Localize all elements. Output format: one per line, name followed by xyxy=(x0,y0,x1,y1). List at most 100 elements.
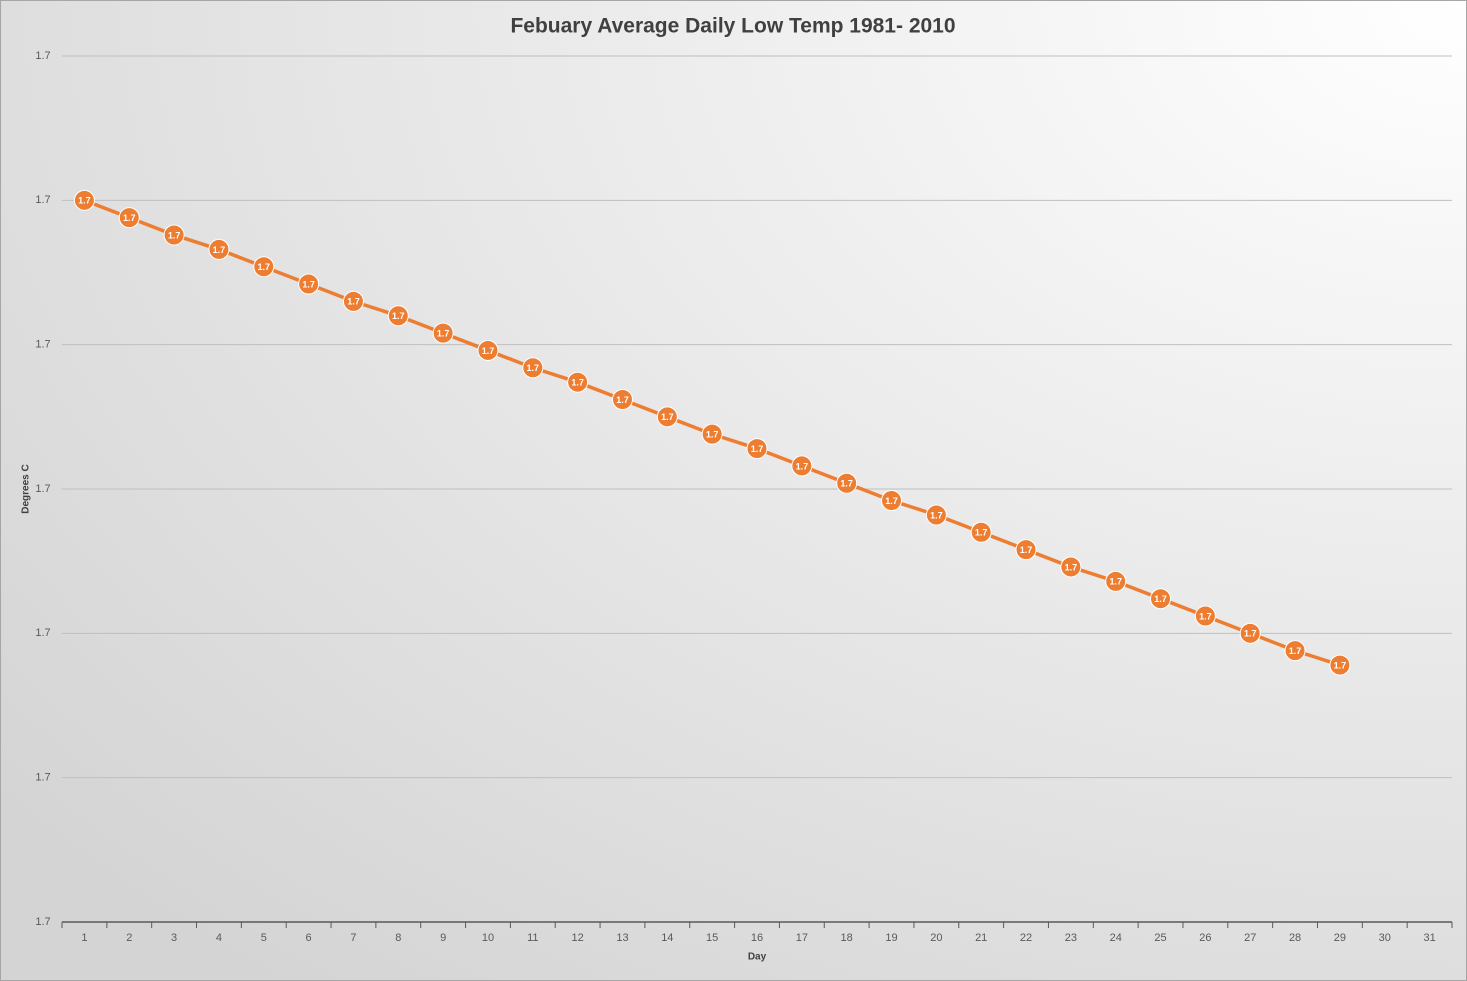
x-tick-label: 10 xyxy=(482,932,494,944)
data-point xyxy=(1284,640,1306,662)
data-label: 1.7 xyxy=(302,279,315,289)
data-label: 1.7 xyxy=(1334,660,1347,670)
x-tick-label: 5 xyxy=(261,932,267,944)
data-point xyxy=(746,438,768,460)
data-label: 1.7 xyxy=(347,297,360,307)
data-label: 1.7 xyxy=(796,461,809,471)
y-tick-label: 1.7 xyxy=(35,627,50,639)
y-tick-label: 1.7 xyxy=(35,339,50,351)
data-label: 1.7 xyxy=(258,262,271,272)
data-label: 1.7 xyxy=(123,213,136,223)
data-label: 1.7 xyxy=(213,245,226,255)
data-point xyxy=(73,189,95,211)
y-tick-label: 1.7 xyxy=(35,483,50,495)
data-label: 1.7 xyxy=(840,479,853,489)
x-tick-label: 8 xyxy=(395,932,401,944)
data-label: 1.7 xyxy=(661,412,674,422)
data-label: 1.7 xyxy=(975,528,988,538)
data-point xyxy=(881,490,903,512)
x-tick-label: 27 xyxy=(1244,932,1256,944)
x-tick-label: 13 xyxy=(616,932,628,944)
x-tick-label: 19 xyxy=(885,932,897,944)
data-point xyxy=(1239,622,1261,644)
data-point xyxy=(611,389,633,411)
data-point xyxy=(432,322,454,344)
data-point xyxy=(1194,605,1216,627)
data-point xyxy=(477,339,499,361)
data-label: 1.7 xyxy=(1154,594,1167,604)
data-point xyxy=(567,371,589,393)
x-tick-label: 21 xyxy=(975,932,987,944)
data-label: 1.7 xyxy=(1244,629,1257,639)
x-tick-label: 18 xyxy=(841,932,853,944)
y-tick-label: 1.7 xyxy=(35,772,50,784)
x-tick-label: 30 xyxy=(1379,932,1391,944)
x-tick-label: 26 xyxy=(1199,932,1211,944)
data-label: 1.7 xyxy=(1289,646,1302,656)
x-tick-label: 20 xyxy=(930,932,942,944)
x-tick-label: 16 xyxy=(751,932,763,944)
y-axis-label: Degrees C xyxy=(21,464,32,513)
x-tick-label: 7 xyxy=(350,932,356,944)
data-label: 1.7 xyxy=(1109,577,1122,587)
y-tick-label: 1.7 xyxy=(35,50,50,62)
x-tick-label: 15 xyxy=(706,932,718,944)
x-tick-label: 1 xyxy=(81,932,87,944)
data-point xyxy=(163,224,185,246)
data-point xyxy=(791,455,813,477)
x-tick-label: 11 xyxy=(527,932,538,944)
x-tick-label: 28 xyxy=(1289,932,1301,944)
x-tick-label: 24 xyxy=(1110,932,1122,944)
x-axis-label: Day xyxy=(748,952,767,963)
data-label: 1.7 xyxy=(1020,545,1033,555)
data-point xyxy=(656,406,678,428)
x-tick-label: 22 xyxy=(1020,932,1032,944)
data-point xyxy=(925,504,947,526)
data-point xyxy=(836,472,858,494)
data-point xyxy=(522,357,544,379)
data-label: 1.7 xyxy=(885,496,898,506)
data-label: 1.7 xyxy=(78,196,91,206)
y-tick-label: 1.7 xyxy=(35,916,50,928)
data-label: 1.7 xyxy=(482,346,495,356)
x-tick-label: 4 xyxy=(216,932,222,944)
data-label: 1.7 xyxy=(392,311,405,321)
x-tick-label: 31 xyxy=(1423,932,1435,944)
x-tick-label: 25 xyxy=(1154,932,1166,944)
data-label: 1.7 xyxy=(616,395,629,405)
x-tick-label: 2 xyxy=(126,932,132,944)
data-point xyxy=(1105,570,1127,592)
data-point xyxy=(970,521,992,543)
data-point xyxy=(342,290,364,312)
x-tick-label: 17 xyxy=(796,932,808,944)
data-point xyxy=(1150,588,1172,610)
data-point xyxy=(118,207,140,229)
data-point xyxy=(1015,539,1037,561)
data-point xyxy=(387,305,409,327)
x-tick-label: 14 xyxy=(661,932,673,944)
data-point xyxy=(298,273,320,295)
y-tick-label: 1.7 xyxy=(35,194,50,206)
data-point xyxy=(253,256,275,278)
x-tick-label: 6 xyxy=(306,932,312,944)
data-label: 1.7 xyxy=(1199,611,1212,621)
data-point xyxy=(208,238,230,260)
data-label: 1.7 xyxy=(437,328,450,338)
data-label: 1.7 xyxy=(706,430,719,440)
data-label: 1.7 xyxy=(168,230,181,240)
x-tick-label: 3 xyxy=(171,932,177,944)
data-label: 1.7 xyxy=(751,444,764,454)
data-point xyxy=(1060,556,1082,578)
data-label: 1.7 xyxy=(571,378,584,388)
x-tick-label: 9 xyxy=(440,932,446,944)
data-label: 1.7 xyxy=(1065,562,1078,572)
x-tick-label: 23 xyxy=(1065,932,1077,944)
x-tick-label: 29 xyxy=(1334,932,1346,944)
data-label: 1.7 xyxy=(527,363,540,373)
x-tick-label: 12 xyxy=(572,932,584,944)
data-point xyxy=(1329,654,1351,676)
data-label: 1.7 xyxy=(930,510,943,520)
chart-title: Febuary Average Daily Low Temp 1981- 201… xyxy=(510,15,955,38)
